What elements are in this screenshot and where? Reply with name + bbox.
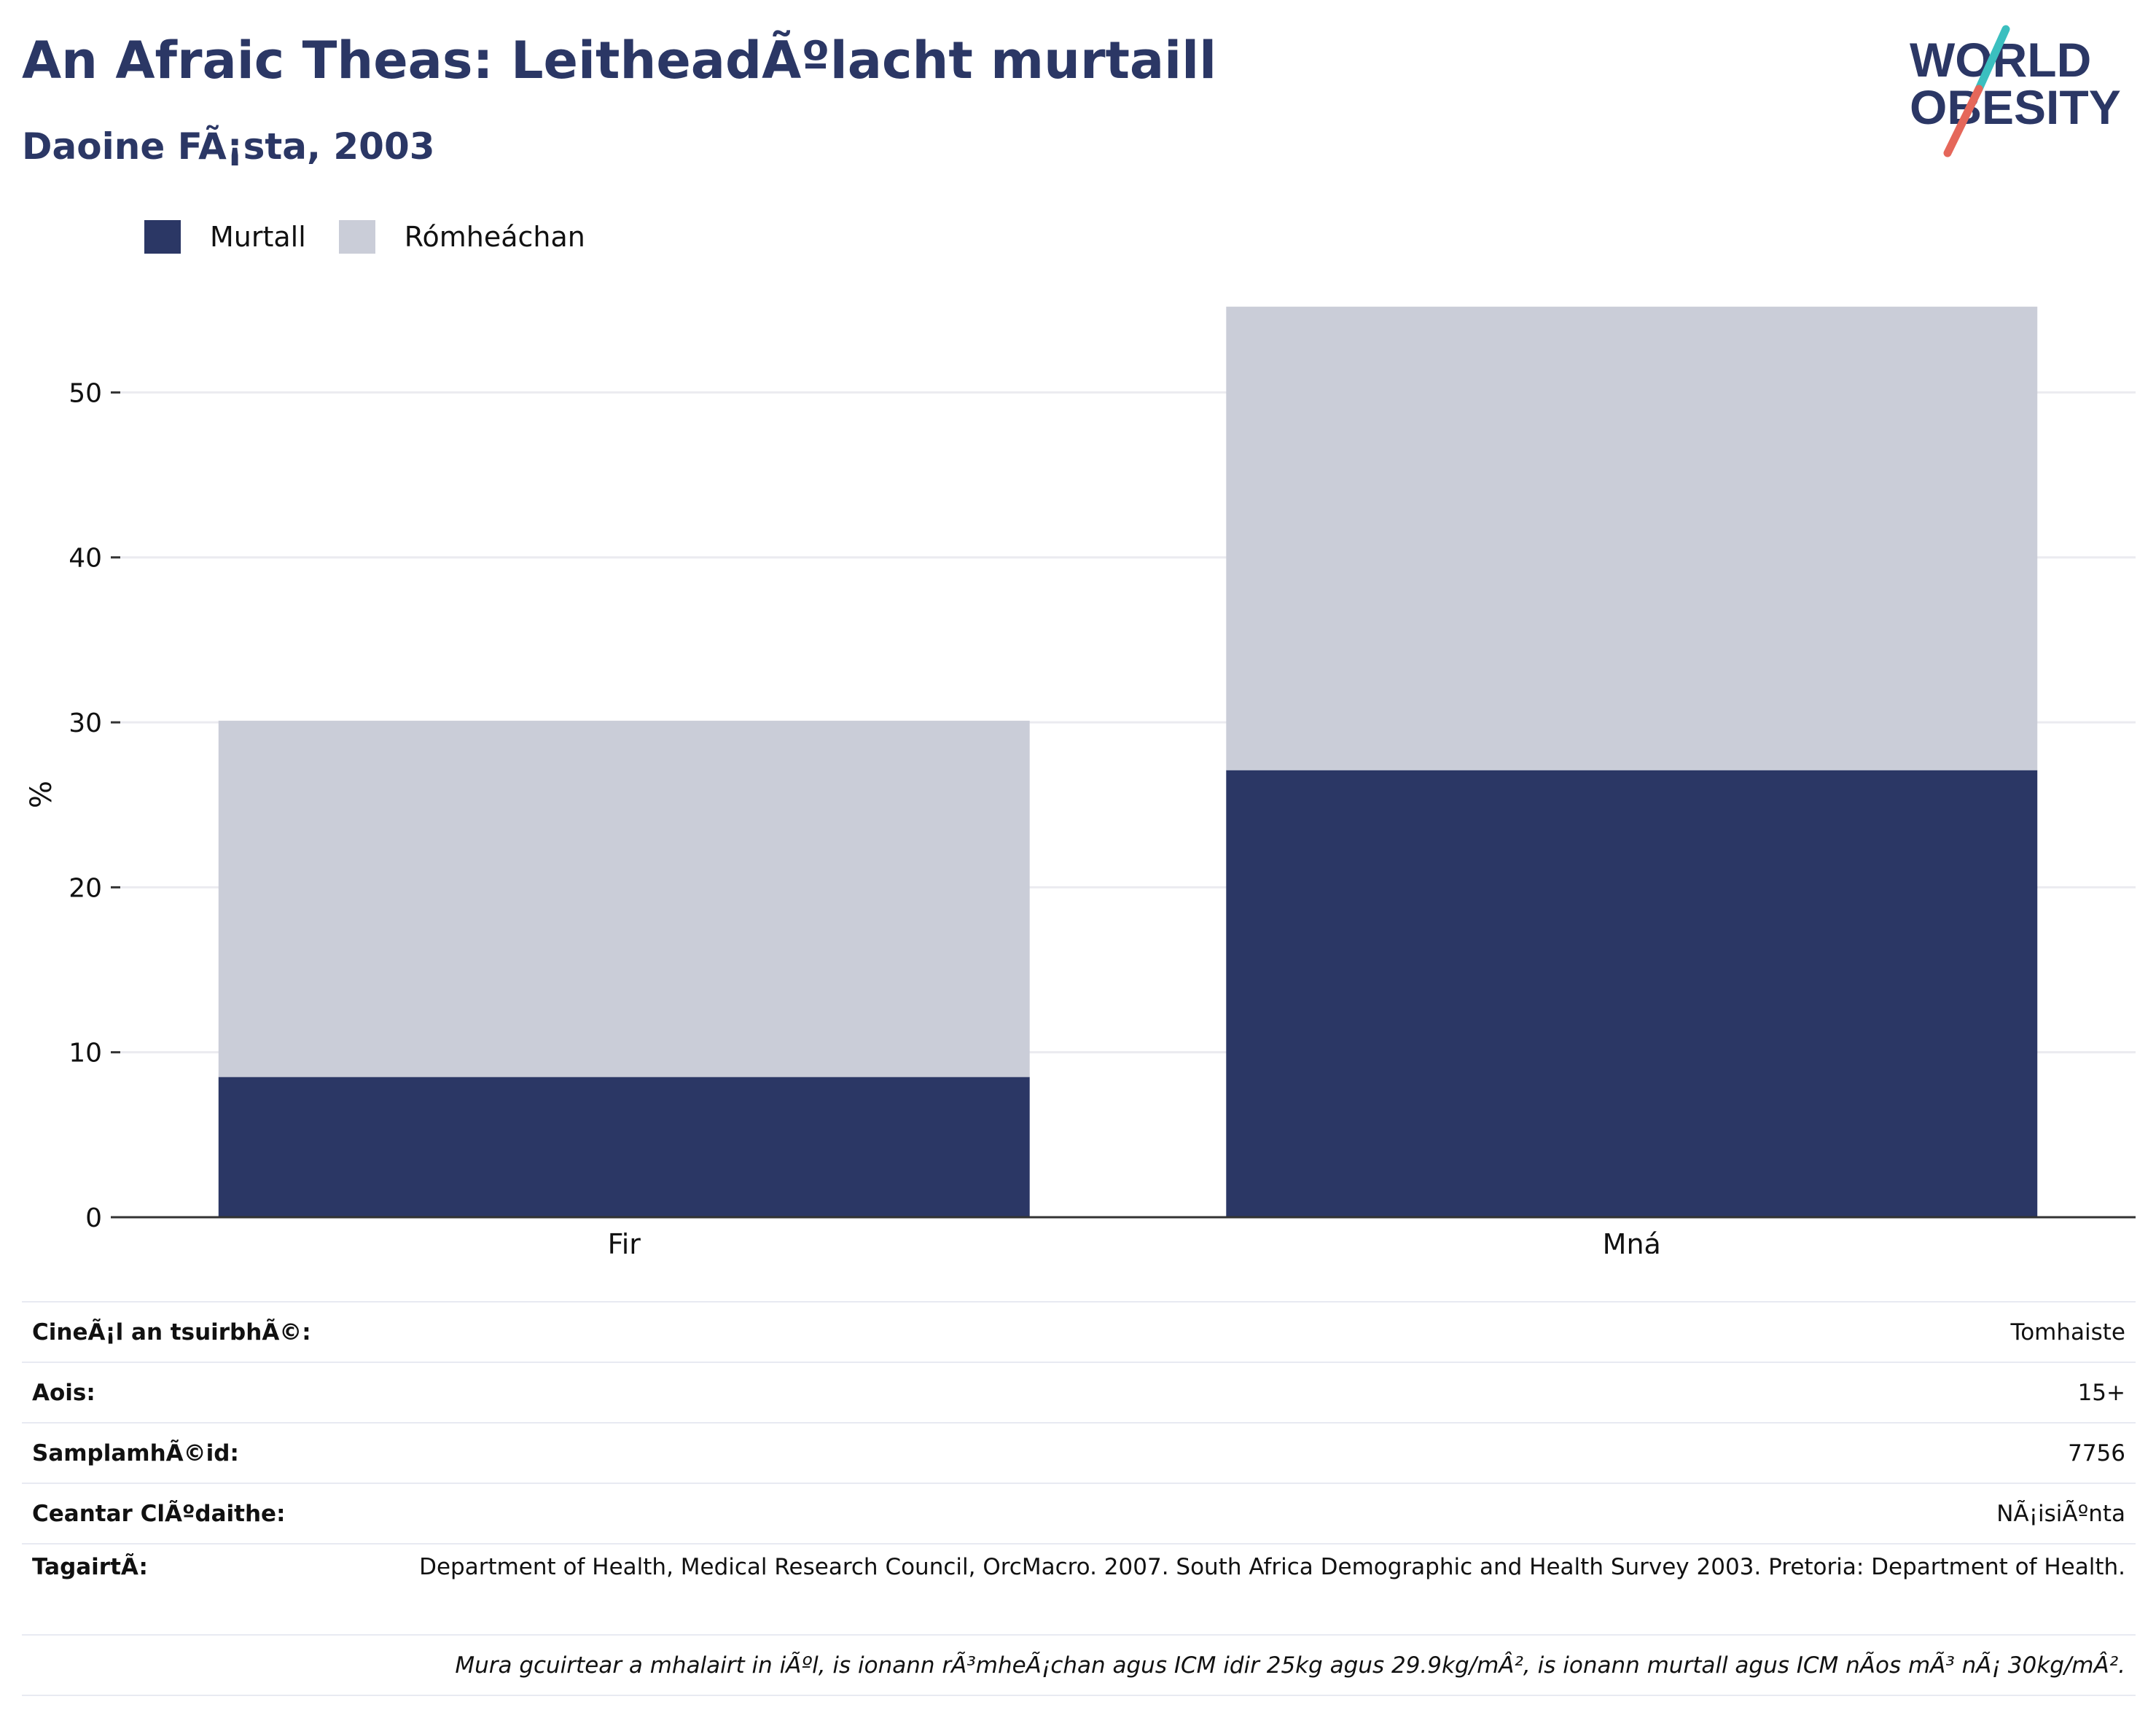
y-tick-label: 0 [85,1203,102,1233]
info-key: TagairtÃ: [22,1543,386,1635]
info-key: SamplamhÃ©id: [22,1422,386,1483]
info-row-area-covered: Ceantar ClÃºdaithe: NÃ¡isiÃºnta [22,1483,2136,1544]
info-row-reference: TagairtÃ: Department of Health, Medical … [22,1543,2136,1635]
x-tick-label: Mná [1603,1228,1661,1254]
info-key: Ceantar ClÃºdaithe: [22,1483,386,1544]
chart-title: An Afraic Theas: LeitheadÃºlacht murtail… [22,31,1217,90]
y-tick-label: 20 [69,873,102,903]
logo-slash-red [1943,85,1983,157]
bar-fir-obese[interactable] [218,1077,1030,1217]
y-tick-label: 50 [69,378,102,408]
legend-label-overweight: Rómheáchan [404,221,585,253]
logo-slash-teal [1975,25,2010,93]
info-key: Aois: [22,1362,386,1423]
chart-subtitle: Daoine FÃ¡sta, 2003 [22,125,435,168]
legend-swatch-obese [144,220,181,254]
legend-item-obese[interactable]: Murtall [144,220,306,254]
bar-mná-obese[interactable] [1226,770,2038,1217]
world-obesity-logo: WORLD OBESITY [1910,25,2121,157]
info-row-note: Mura gcuirtear a mhalairt in iÃºl, is io… [22,1634,2136,1696]
x-tick-label: Fir [608,1228,641,1254]
info-value: Department of Health, Medical Research C… [386,1543,2136,1635]
y-tick-label: 30 [69,708,102,738]
info-value: NÃ¡isiÃºnta [386,1483,2136,1544]
y-tick-label: 10 [69,1039,102,1069]
survey-info-table: CineÃ¡l an tsuirbhÃ©: Tomhaiste Aois: 15… [22,1301,2136,1696]
info-row-sample-size: SamplamhÃ©id: 7756 [22,1422,2136,1483]
info-row-survey-type: CineÃ¡l an tsuirbhÃ©: Tomhaiste [22,1301,2136,1362]
bar-chart: 0 10 20 30 40 50 Fir Mná % [25,306,2136,1254]
bar-fir-overweight[interactable] [218,720,1030,1077]
info-value: 15+ [386,1362,2136,1423]
info-value: 7756 [386,1422,2136,1483]
legend-label-obese: Murtall [210,221,306,253]
logo-line2: OBESITY [1910,80,2121,134]
legend-swatch-overweight [338,220,375,254]
info-value: Tomhaiste [386,1301,2136,1362]
legend-item-overweight[interactable]: Rómheáchan [338,220,585,254]
y-axis-label: % [25,781,58,808]
legend: Murtall Rómheáchan [144,215,618,259]
y-tick-label: 40 [69,544,102,574]
bar-mná-overweight[interactable] [1226,306,2038,770]
info-row-age: Aois: 15+ [22,1362,2136,1423]
info-key: CineÃ¡l an tsuirbhÃ©: [22,1301,386,1362]
definition-note: Mura gcuirtear a mhalairt in iÃºl, is io… [22,1634,2136,1696]
